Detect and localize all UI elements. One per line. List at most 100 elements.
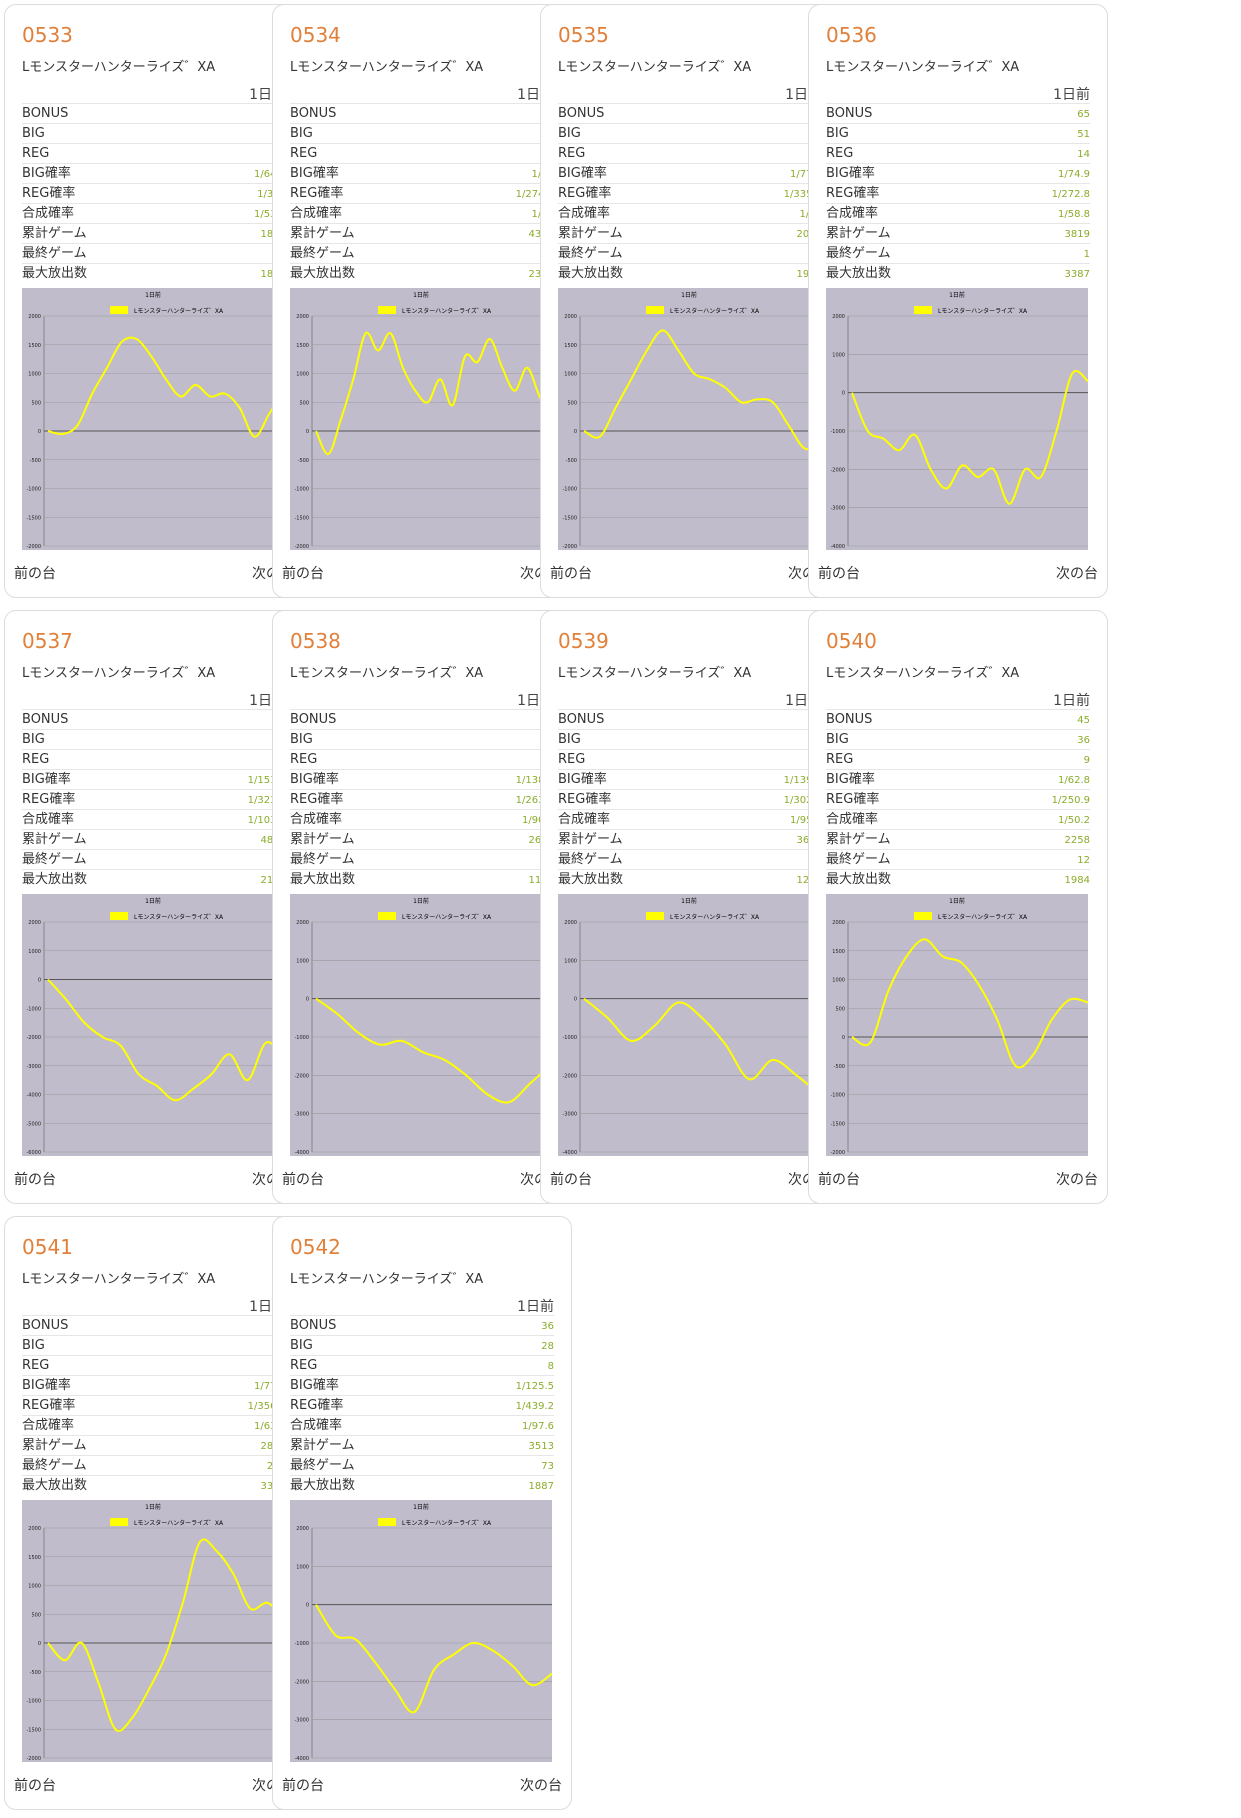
stat-value: 28 [541,1341,554,1352]
machine-number[interactable]: 0541 [22,1235,73,1259]
y-tick-label: -4000 [294,1150,309,1156]
stat-row: 累計ゲーム 3513 [290,1435,554,1455]
machine-number[interactable]: 0537 [22,629,73,653]
stat-label: BIG確率 [290,772,339,787]
stat-label: 最終ゲーム [558,852,623,867]
stat-label: REG [826,752,854,767]
machine-number[interactable]: 0539 [558,629,609,653]
stat-row: 最終ゲーム79 [22,849,286,869]
next-machine-link[interactable]: 次の台 [520,1778,562,1794]
stat-label: REG確率 [558,792,612,807]
y-tick-label: 1000 [28,1584,41,1590]
stat-row: REG6 [558,143,822,163]
prev-machine-link[interactable]: 前の台 [818,1172,860,1188]
stat-row: 最終ゲーム67 [290,243,554,263]
stat-label: BIG [22,732,45,747]
machine-number[interactable]: 0533 [22,23,73,47]
prev-machine-link[interactable]: 前の台 [282,1778,324,1794]
machine-card: 0533 Lモンスターハンターライズ゛XA 1日前 BONUS35BIG29RE… [4,4,304,598]
machine-number[interactable]: 0534 [290,23,341,47]
stat-row: BIG確率 1/64.2 [22,163,286,183]
y-tick-label: 2000 [296,1526,309,1532]
machine-card: 0537 Lモンスターハンターライズ゛XA 1日前 BONUS47BIG32RE… [4,610,304,1204]
next-machine-link[interactable]: 次の台 [1056,566,1098,582]
stat-label: REG [22,752,50,767]
stat-value: 1/53.2 [254,209,286,220]
legend-swatch [646,306,664,314]
next-machine-link[interactable]: 次の台 [1056,1172,1098,1188]
chart-background [22,288,284,550]
y-tick-label: 2000 [832,920,845,926]
stat-label: 最大放出数 [22,872,88,887]
stat-row: 最大放出数 3387 [826,263,1090,283]
prev-machine-link[interactable]: 前の台 [550,1172,592,1188]
prev-machine-link[interactable]: 前の台 [14,1778,56,1794]
y-tick-label: 2000 [28,920,41,926]
y-tick-label: -1000 [26,487,41,493]
y-tick-label: 1000 [832,352,845,358]
series-line [851,370,1088,505]
stat-row: BIG確率 1/138.6 [290,769,554,789]
legend-swatch [378,306,396,314]
y-tick-label: 0 [306,429,309,435]
y-tick-label: -5000 [26,1121,41,1127]
chart-title: 1日前 [145,897,161,905]
stats-table: BONUS47BIG32REG15 BIG確率 1/151.6 REG確率 1/323.… [22,709,286,889]
machine-card: 0541 Lモンスターハンターライズ゛XA 1日前 BONUS45BIG37RE… [4,1216,304,1810]
stat-label: REG確率 [826,186,880,201]
series-line [583,329,820,451]
machine-number[interactable]: 0542 [290,1235,341,1259]
stat-row: BIG29 [22,123,286,143]
machine-model: Lモンスターハンターライズ゛XA [22,60,216,75]
machine-card: 0540 Lモンスターハンターライズ゛XA 1日前 BONUS 45 BIG 36 RE… [808,610,1108,1204]
stat-label: BONUS [826,106,873,121]
stat-label: 合成確率 [558,206,611,221]
stat-row: 最大放出数 1984 [826,869,1090,889]
y-tick-label: -4000 [562,1150,577,1156]
stat-value: 1/125.5 [515,1381,554,1392]
machine-number[interactable]: 0536 [826,23,877,47]
stat-row: BIG確率 1/74.9 [826,163,1090,183]
stat-label: 累計ゲーム [290,226,355,241]
stat-row: 累計ゲーム2015 [558,223,822,243]
stat-row: BIG19 [290,729,554,749]
y-tick-label: -3000 [26,1064,41,1070]
stat-label: 最大放出数 [290,1478,356,1493]
stat-row: BONUS29 [290,709,554,729]
slump-chart: 1日前 Lモンスターハンターライズ゛XA 2000 1000 0 -1000 -2000 -3… [290,1500,552,1762]
machine-number[interactable]: 0535 [558,23,609,47]
stats-table: BONUS35BIG29REG6BIG確率1/64.2REG確率1/310合成確… [22,103,286,283]
stats-table: BONUS 36 BIG 28 REG 8 BIG確率 1/125.5 REG確率 1/439.2… [290,1315,554,1495]
stat-row: BIG26 [558,729,822,749]
stat-label: REG [290,1358,318,1373]
stat-value: 73 [541,1461,554,1472]
stat-row: BIG確率 1/125.5 [290,1375,554,1395]
legend-label: Lモンスターハンターライズ゛XA [134,913,224,921]
chart-title: 1日前 [145,291,161,299]
stat-label: 合成確率 [22,812,75,827]
prev-machine-link[interactable]: 前の台 [282,566,324,582]
prev-machine-link[interactable]: 前の台 [818,566,860,582]
prev-machine-link[interactable]: 前の台 [14,566,56,582]
stat-row: REG確率 1/250.9 [826,789,1090,809]
y-tick-label: -2000 [26,544,41,550]
prev-machine-link[interactable]: 前の台 [550,566,592,582]
y-tick-label: -2000 [26,1756,41,1762]
stat-row: 累計ゲーム 2258 [826,829,1090,849]
stat-label: 最大放出数 [826,872,892,887]
machine-number[interactable]: 0538 [290,629,341,653]
machine-number[interactable]: 0540 [826,629,877,653]
stat-label: 累計ゲーム [290,832,355,847]
stat-label: BIG [558,732,581,747]
stat-label: 最終ゲーム [558,246,623,261]
slump-chart: 1日前 Lモンスターハンターライズ゛XA 2000 1500 1000 500 0 -500 -… [22,1500,284,1762]
prev-machine-link[interactable]: 前の台 [14,1172,56,1188]
stat-row: 最大放出数3379 [22,1475,286,1495]
prev-machine-link[interactable]: 前の台 [282,1172,324,1188]
y-tick-label: 500 [567,400,577,406]
stat-row: 合成確率 1/53.2 [22,203,286,223]
stat-label: 累計ゲーム [290,1438,355,1453]
stat-label: REG [290,146,318,161]
stat-row: REG確率 1/323.4 [22,789,286,809]
machine-model: Lモンスターハンターライズ゛XA [290,60,484,75]
